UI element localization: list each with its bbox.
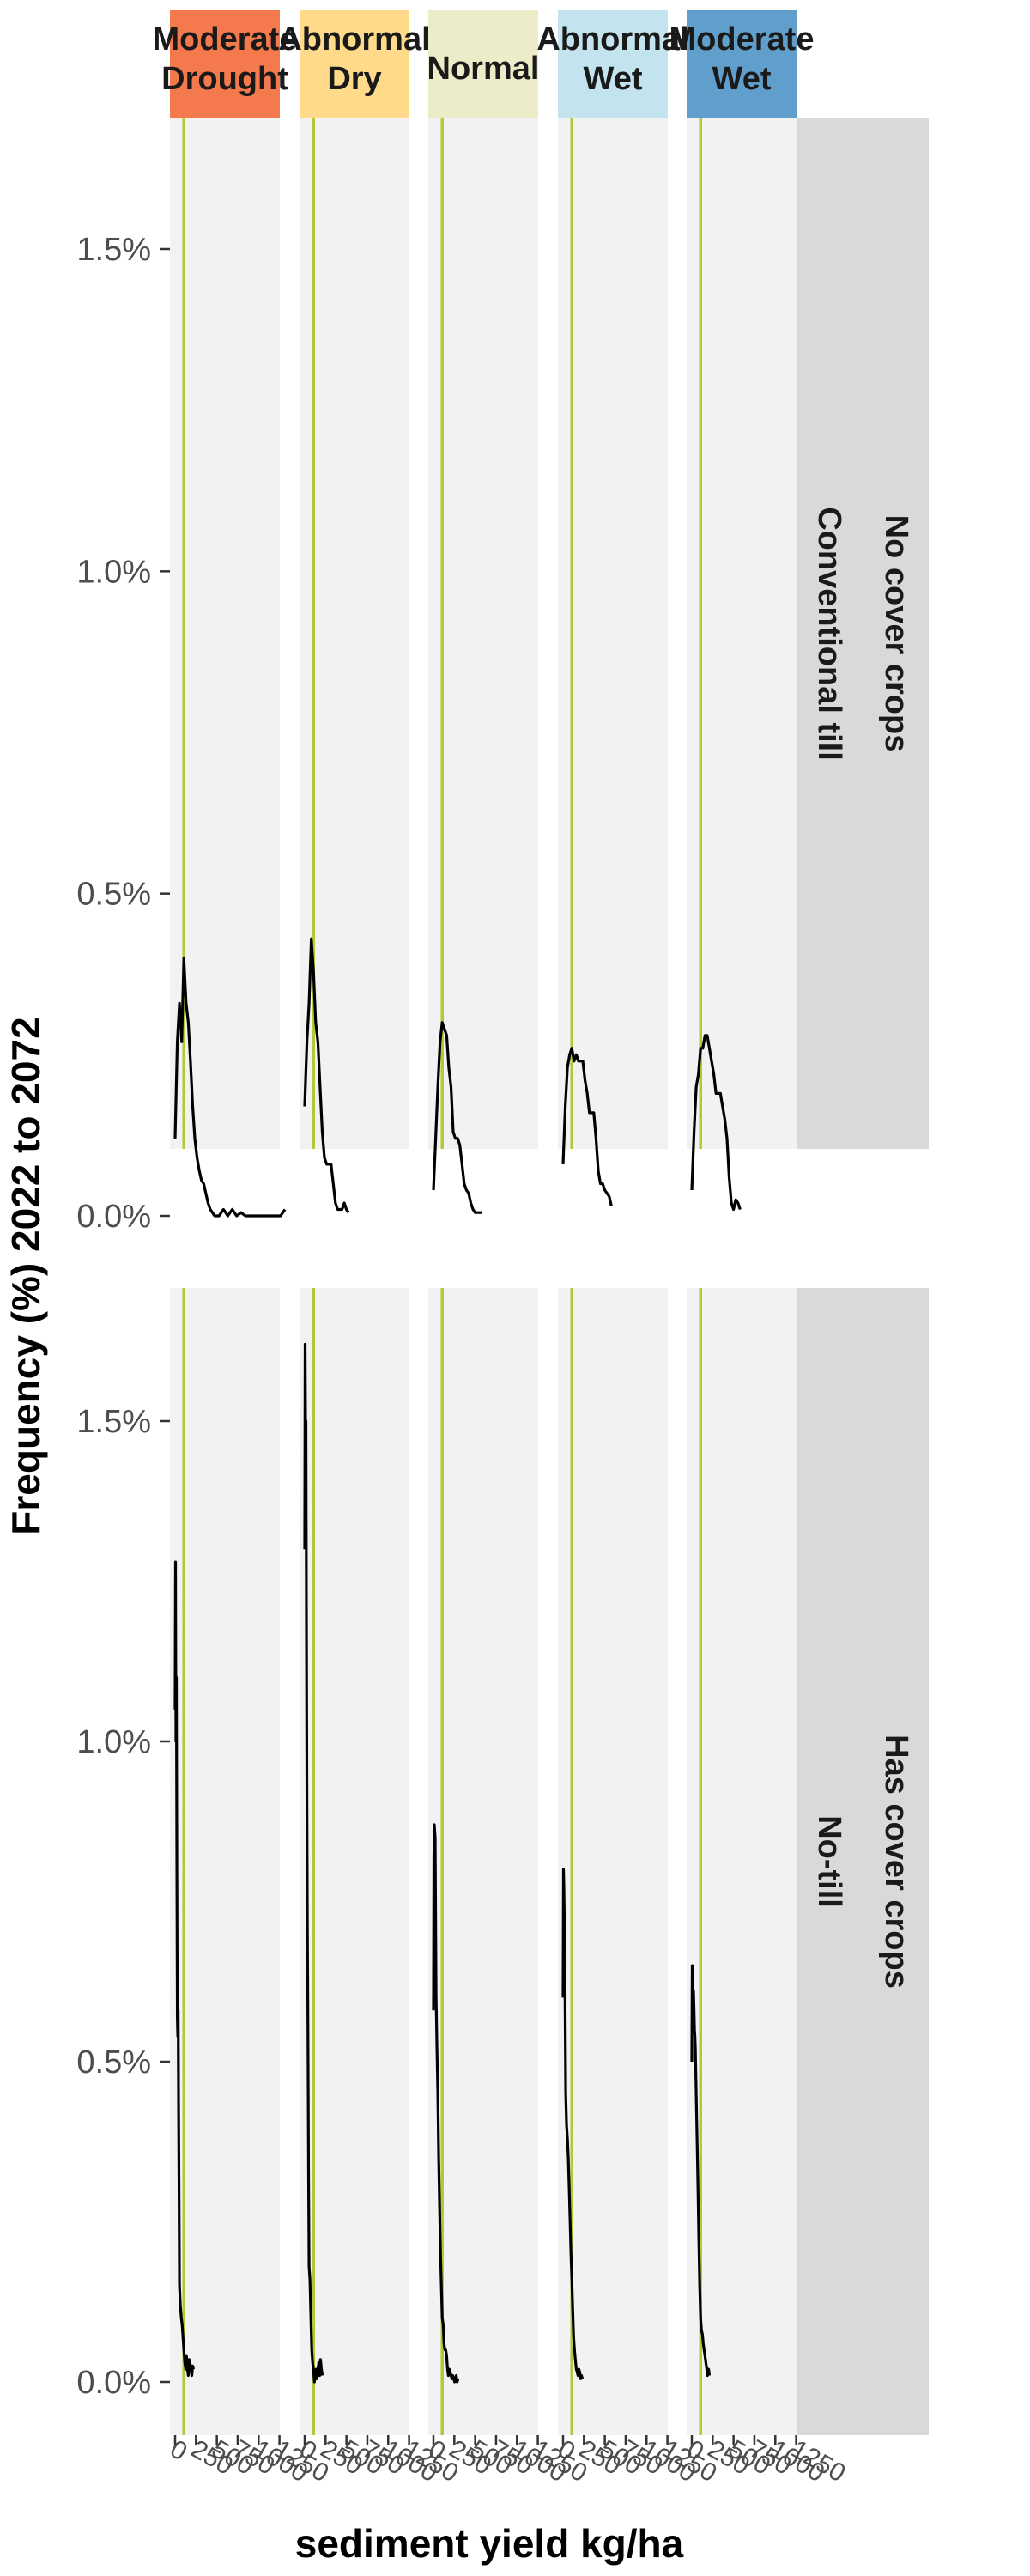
- panels: [170, 118, 797, 2435]
- column-strip-label: Dry: [327, 61, 381, 97]
- column-strip-label: Wet: [712, 61, 772, 97]
- row-strip-inner-label: No-till: [811, 1815, 847, 1908]
- x-axis: 0250500750100012500250500750100012500250…: [166, 2434, 851, 2488]
- y-tick-label: 1.5%: [76, 1404, 151, 1440]
- density-line: [432, 1823, 460, 2384]
- panel-background: [300, 118, 409, 1149]
- x-tick-label: 0: [166, 2434, 192, 2466]
- row-strip-inner-bg: [797, 1288, 865, 2435]
- column-strip-bg: [170, 10, 280, 118]
- panel-background: [687, 118, 797, 1149]
- density-line: [303, 1342, 324, 2384]
- panel-r0-c0: [170, 118, 287, 1218]
- panel-background: [428, 118, 538, 1149]
- y-tick-label: 0.0%: [76, 2365, 151, 2401]
- y-tick-label: 1.5%: [76, 232, 151, 268]
- y-axis-row-0: 0.0% 0.5% 1.0% 1.5%: [76, 232, 170, 1235]
- y-tick-label: 1.0%: [76, 1724, 151, 1760]
- column-strip-bg: [687, 10, 797, 118]
- y-axis-title: Frequency (%) 2022 to 2072: [3, 1017, 48, 1534]
- column-strip-bg: [300, 10, 409, 118]
- panel-r0-c4: [687, 118, 797, 1212]
- density-line: [690, 1964, 712, 2378]
- panel-r0-c2: [428, 118, 538, 1214]
- panel-r1-c0: [170, 1288, 280, 2435]
- column-strip-bg: [558, 10, 668, 118]
- panel-background: [558, 1288, 668, 2435]
- column-strip-label: Moderate: [670, 21, 815, 58]
- row-strip-outer-bg: [865, 1288, 929, 2435]
- density-line: [173, 1560, 196, 2378]
- row-strip-1: No-till Has cover crops: [797, 1288, 929, 2435]
- panel-r1-c2: [428, 1288, 538, 2435]
- panel-background: [558, 118, 668, 1149]
- y-axes: 0.0% 0.5% 1.0% 1.5% 0.0% 0.5% 1.0% 1.5%: [76, 232, 170, 2401]
- panel-r1-c4: [687, 1288, 797, 2435]
- y-tick-label: 0.5%: [76, 877, 151, 913]
- y-axis-row-1: 0.0% 0.5% 1.0% 1.5%: [76, 1404, 170, 2401]
- column-strip-label: Abnormal: [278, 21, 430, 58]
- row-strip-inner-bg: [797, 118, 865, 1149]
- column-strip-label: Drought: [161, 61, 288, 97]
- panel-background: [170, 1288, 280, 2435]
- panel-background: [428, 1288, 538, 2435]
- row-strip-outer-bg: [865, 118, 929, 1149]
- column-strip-label: Wet: [584, 61, 643, 97]
- density-line: [561, 1047, 613, 1207]
- y-tick-label: 0.0%: [76, 1199, 151, 1235]
- row-strip-0: Conventional till No cover crops: [797, 118, 929, 1149]
- density-line: [561, 1868, 585, 2380]
- row-strip-outer-label: No cover crops: [878, 515, 914, 753]
- density-line: [690, 1034, 742, 1212]
- column-strip-bg: [428, 10, 538, 118]
- density-line: [432, 1021, 482, 1214]
- column-strip-label: Moderate: [153, 21, 298, 58]
- panel-r1-c1: [300, 1288, 409, 2435]
- column-strip-2: Normal: [427, 10, 540, 118]
- panel-background: [300, 1288, 409, 2435]
- y-tick-label: 0.5%: [76, 2044, 151, 2081]
- y-tick-label: 1.0%: [76, 554, 151, 590]
- panel-background: [170, 118, 280, 1149]
- density-line: [173, 957, 287, 1218]
- x-axis-title: sediment yield kg/ha: [295, 2521, 684, 2566]
- panel-background: [687, 1288, 797, 2435]
- row-strips: Conventional till No cover crops No-till Ha…: [797, 118, 929, 2435]
- panel-r1-c3: [558, 1288, 668, 2435]
- column-strip-label: Abnormal: [536, 21, 688, 58]
- density-line: [303, 937, 350, 1214]
- column-strip-label: Normal: [427, 51, 540, 87]
- row-strip-outer-label: Has cover crops: [878, 1735, 914, 1989]
- panel-r0-c1: [300, 118, 409, 1214]
- panel-r0-c3: [558, 118, 668, 1207]
- row-strip-inner-label: Conventional till: [811, 507, 847, 761]
